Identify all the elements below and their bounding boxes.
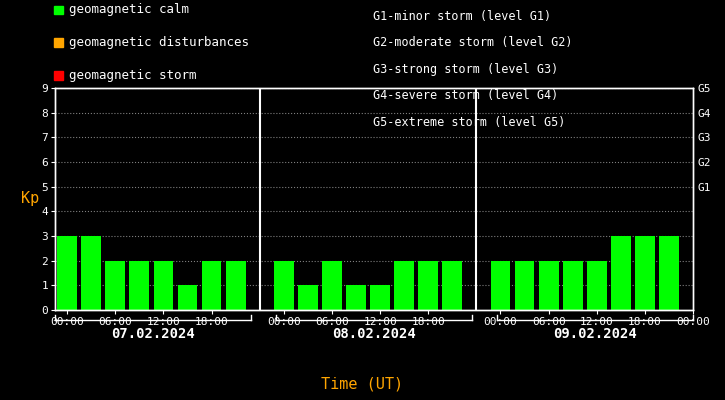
Text: geomagnetic disturbances: geomagnetic disturbances: [69, 36, 249, 49]
Bar: [57, 236, 77, 310]
Bar: [611, 236, 631, 310]
Bar: [418, 261, 438, 310]
Bar: [274, 261, 294, 310]
Bar: [659, 236, 679, 310]
Bar: [539, 261, 558, 310]
Bar: [225, 261, 246, 310]
Text: G2-moderate storm (level G2): G2-moderate storm (level G2): [373, 36, 573, 49]
Bar: [178, 285, 197, 310]
Bar: [515, 261, 534, 310]
Text: 07.02.2024: 07.02.2024: [112, 327, 195, 341]
Bar: [563, 261, 583, 310]
Text: 08.02.2024: 08.02.2024: [332, 327, 416, 341]
Bar: [587, 261, 607, 310]
Bar: [370, 285, 390, 310]
Text: G5-extreme storm (level G5): G5-extreme storm (level G5): [373, 116, 566, 129]
Bar: [202, 261, 221, 310]
Bar: [298, 285, 318, 310]
Text: Time (UT): Time (UT): [321, 376, 404, 392]
Text: G3-strong storm (level G3): G3-strong storm (level G3): [373, 63, 559, 76]
Bar: [394, 261, 414, 310]
Bar: [105, 261, 125, 310]
Text: G4-severe storm (level G4): G4-severe storm (level G4): [373, 89, 559, 102]
Text: geomagnetic storm: geomagnetic storm: [69, 69, 196, 82]
Bar: [154, 261, 173, 310]
Bar: [442, 261, 463, 310]
Text: geomagnetic calm: geomagnetic calm: [69, 4, 189, 16]
Bar: [81, 236, 101, 310]
Text: 09.02.2024: 09.02.2024: [553, 327, 637, 341]
Y-axis label: Kp: Kp: [21, 192, 39, 206]
Bar: [346, 285, 366, 310]
Bar: [130, 261, 149, 310]
Bar: [635, 236, 655, 310]
Text: G1-minor storm (level G1): G1-minor storm (level G1): [373, 10, 552, 23]
Bar: [322, 261, 342, 310]
Bar: [491, 261, 510, 310]
